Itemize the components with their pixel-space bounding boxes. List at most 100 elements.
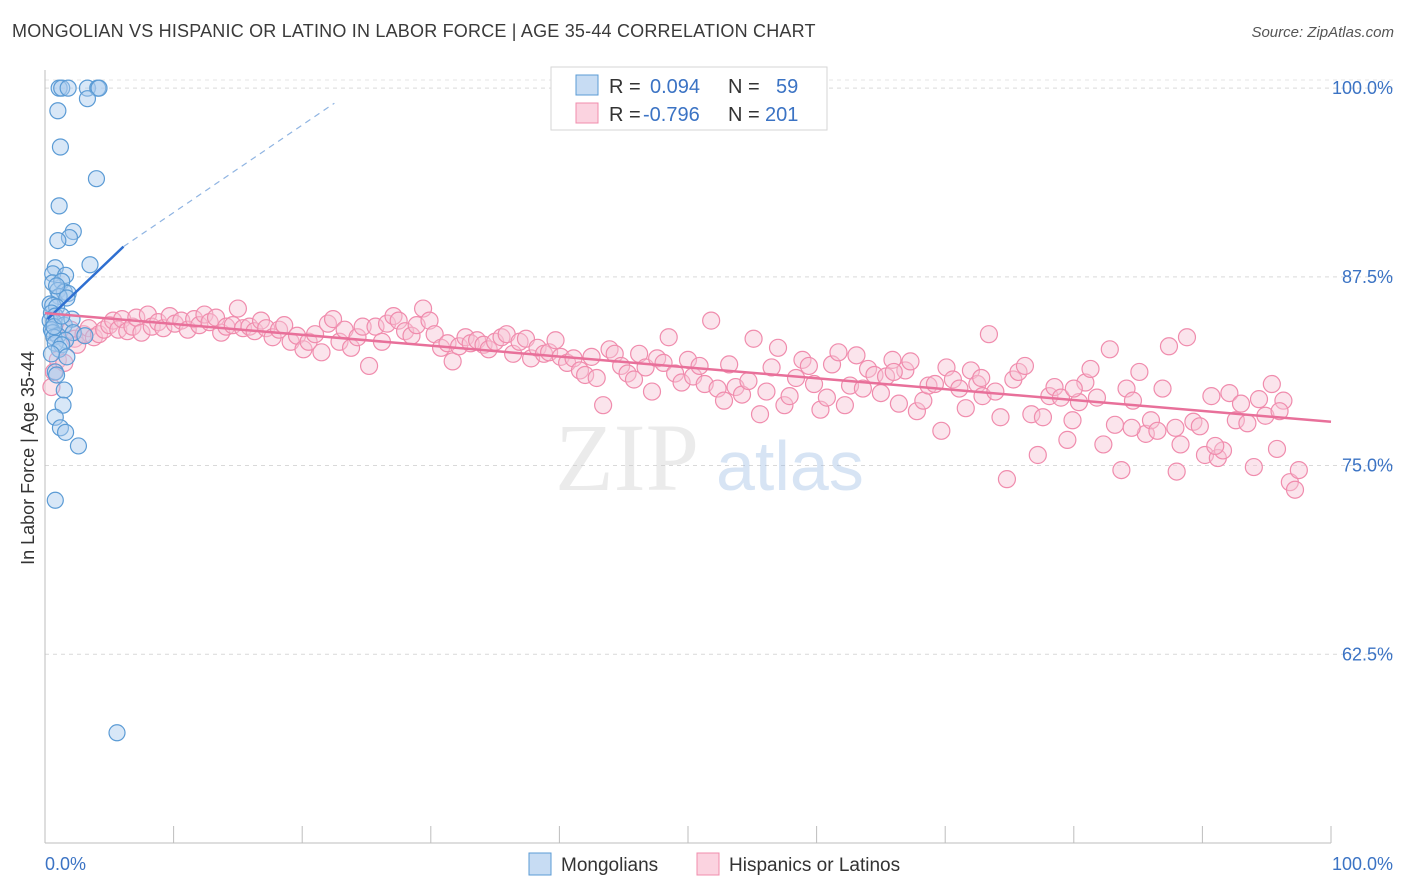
hispanics-point (642, 382, 662, 401)
hispanics-point (956, 399, 975, 418)
hispanics-point (853, 379, 872, 398)
hispanics-point (1220, 383, 1239, 403)
mongolians-point (55, 381, 73, 399)
hispanics-point (1202, 387, 1221, 406)
mongolians-point (47, 277, 66, 295)
hispanics-point (1166, 418, 1185, 437)
hispanics-point (109, 320, 128, 339)
x-tick-labels: 0.0% 100.0% (45, 854, 1393, 874)
y-axis-title: In Labor Force | Age 35-44 (18, 351, 38, 565)
y-tick-label: 100.0% (1332, 78, 1393, 98)
hispanics-point (377, 314, 397, 333)
hispanics-point (1167, 462, 1186, 481)
hispanics-point (492, 328, 511, 347)
hispanics-point (299, 332, 318, 351)
hispanics-point (123, 317, 142, 336)
hispanics-point (1015, 356, 1035, 376)
hispanics-point (1064, 379, 1083, 398)
hispanics-point (950, 379, 969, 398)
bottom-legend-label-mongolians: Mongolians (561, 855, 658, 876)
mongolians-point (49, 232, 67, 250)
mongolians-point (42, 345, 61, 363)
watermark: ZIP atlas (555, 404, 864, 511)
hispanics-point (366, 317, 385, 336)
hispanics-point (1141, 411, 1161, 430)
mongolians-points (41, 79, 126, 742)
hispanics-point (1130, 362, 1149, 382)
hispanics-point (1122, 418, 1141, 437)
hispanics-point (932, 421, 951, 440)
hispanics-point (138, 305, 157, 324)
hispanics-point (702, 311, 721, 330)
hispanics-point (835, 396, 854, 415)
mongolians-point (58, 348, 76, 366)
hispanics-point (1028, 445, 1047, 465)
hispanics-point (1262, 374, 1281, 394)
hispanics-point (799, 356, 818, 376)
legend-n-value-1: 59 (776, 76, 798, 98)
hispanics-point (1289, 460, 1308, 480)
hispanics-point (672, 373, 691, 392)
hispanics-point (907, 402, 927, 421)
hispanics-point (582, 347, 601, 366)
x-tick-label-min: 0.0% (45, 854, 86, 874)
legend-n-label-1: N = (728, 76, 760, 98)
hispanics-point (1112, 460, 1131, 480)
hispanics-point (768, 338, 788, 357)
bottom-legend-label-hispanics: Hispanics or Latinos (729, 855, 900, 876)
mongolians-point (49, 102, 67, 120)
hispanics-point (829, 343, 848, 362)
mongolians-point (46, 491, 64, 509)
hispanics-point (1244, 457, 1263, 477)
hispanics-point (624, 370, 644, 389)
hispanics-point (884, 362, 903, 382)
mongolians-point (78, 90, 97, 108)
hispanics-point (871, 383, 891, 403)
hispanics-point (847, 346, 866, 365)
hispanics-point (389, 311, 408, 330)
bottom-legend-swatch-hispanics (696, 852, 720, 876)
hispanics-point (420, 311, 439, 330)
hispanics-point (1249, 390, 1269, 409)
hispanics-point (1033, 408, 1053, 427)
mongolians-trend-line (46, 245, 125, 321)
hispanics-point (1177, 328, 1197, 347)
hispanics-point (997, 470, 1017, 489)
hispanics-point (750, 405, 770, 424)
mongolians-point (108, 724, 126, 742)
hispanics-point (1231, 394, 1251, 413)
hispanics-point (991, 408, 1010, 427)
hispanics-point (914, 391, 933, 410)
hispanics-point (1081, 359, 1100, 379)
hispanics-point (1022, 405, 1041, 424)
mongolians-trend-extension (123, 102, 335, 248)
x-tick-label-max: 100.0% (1332, 854, 1393, 874)
hispanics-point (576, 365, 595, 385)
hispanics-point (132, 323, 151, 342)
hispanics-point (757, 382, 776, 401)
hispanics-point (714, 391, 734, 410)
hispanics-point (979, 325, 999, 344)
hispanics-point (780, 387, 799, 406)
hispanics-point (1270, 402, 1289, 421)
hispanics-point (775, 396, 794, 415)
hispanics-point (889, 394, 909, 413)
legend-r-value-1: 0.094 (650, 76, 700, 98)
hispanics-point (1159, 337, 1179, 356)
hispanics-point (587, 368, 606, 388)
hispanics-point (804, 374, 824, 394)
hispanics-point (1100, 340, 1119, 359)
trend-lines (44, 102, 1332, 424)
legend-n-label-2: N = (728, 104, 760, 126)
hispanics-point (986, 382, 1005, 401)
hispanics-point (666, 364, 685, 383)
hispanics-point (972, 368, 991, 388)
hispanics-point (720, 355, 739, 374)
hispanics-point (943, 370, 963, 389)
mongolians-point (53, 79, 71, 97)
mongolians-point (69, 437, 88, 455)
hispanics-point (919, 376, 938, 395)
y-tick-label: 75.0% (1342, 456, 1393, 476)
legend-swatch-hispanics (575, 102, 599, 124)
